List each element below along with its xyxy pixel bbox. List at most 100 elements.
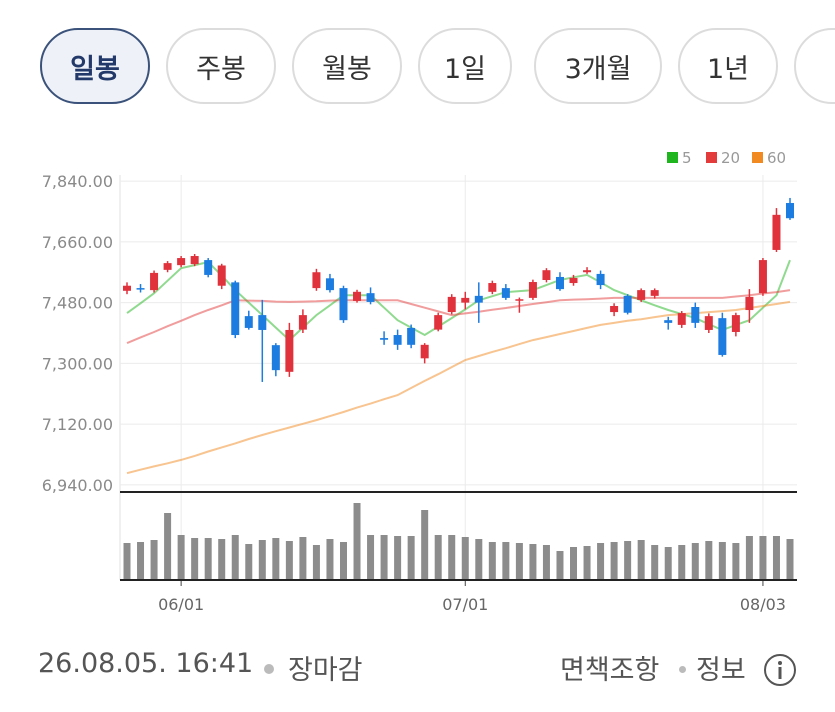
volume-bar xyxy=(745,536,753,580)
volume-bar xyxy=(515,543,523,580)
candle-body xyxy=(231,282,240,336)
volume-bar xyxy=(624,541,632,580)
chart: 6,940.00 7,120.00 7,300.00 7,480.00 7,660.00… xyxy=(42,149,797,614)
moving-average-line xyxy=(126,300,791,475)
y-tick-label: 7,840.00 xyxy=(42,172,113,191)
volume-bar xyxy=(339,542,347,580)
volume-bar xyxy=(394,536,402,580)
volume-bar xyxy=(475,539,483,580)
candle-body xyxy=(637,290,646,300)
candle-body xyxy=(244,316,253,328)
info-icon[interactable] xyxy=(762,652,798,688)
candle-body xyxy=(123,285,131,291)
candle-body xyxy=(664,320,673,323)
legend-label: 5 xyxy=(682,149,692,167)
volume-bar xyxy=(421,510,429,580)
volume-bar xyxy=(448,535,456,580)
x-tick-label: 08/03 xyxy=(740,595,786,614)
candle-body xyxy=(488,283,497,292)
volume-bar xyxy=(231,535,239,580)
period-tab[interactable]: 월봉 xyxy=(292,28,402,104)
legend-swatch xyxy=(667,152,678,163)
candle-body xyxy=(461,297,470,303)
x-tick-label: 06/01 xyxy=(158,595,204,614)
candle-body xyxy=(528,282,537,298)
volume-bar xyxy=(285,541,293,580)
candle-body xyxy=(204,260,213,275)
candle-body xyxy=(271,345,280,371)
separator-dot xyxy=(679,666,686,673)
candle-body xyxy=(745,296,754,311)
legend-label: 20 xyxy=(721,149,740,167)
candle-body xyxy=(325,278,334,291)
candle-body xyxy=(542,270,551,280)
candle-body xyxy=(691,307,700,323)
y-tick-label: 7,300.00 xyxy=(42,354,113,373)
candle-body xyxy=(623,295,632,313)
volume-bar xyxy=(759,536,767,580)
candle-body xyxy=(420,344,429,359)
volume-bar xyxy=(786,539,794,580)
volume-bar xyxy=(556,551,564,580)
candle-body xyxy=(217,265,226,286)
candle-body xyxy=(353,291,362,301)
volume-bar xyxy=(312,545,320,580)
info-link[interactable]: 정보 xyxy=(696,655,746,686)
candle-body xyxy=(434,315,443,330)
candle-body xyxy=(718,318,727,355)
candle-body xyxy=(610,305,619,313)
volume-bar xyxy=(367,535,375,580)
candle-body xyxy=(163,263,172,270)
volume-bar xyxy=(150,540,158,580)
volume-bar xyxy=(353,503,361,580)
legend-swatch xyxy=(752,152,763,163)
candle-body xyxy=(258,315,267,330)
candle-body xyxy=(407,327,416,345)
candle-body xyxy=(366,293,375,302)
volume-bar xyxy=(326,539,334,580)
candle-body xyxy=(474,295,483,303)
volume-bar xyxy=(434,535,442,580)
volume-bar xyxy=(583,546,591,580)
volume-bar xyxy=(570,547,578,580)
candle-body xyxy=(704,316,713,330)
period-tab[interactable]: 1일 xyxy=(418,28,512,104)
candle-body xyxy=(596,273,605,286)
candle-body xyxy=(555,276,564,290)
candle-body xyxy=(731,315,740,332)
volume-bar xyxy=(272,538,280,580)
volume-bar xyxy=(258,540,266,580)
candle-body xyxy=(285,329,294,372)
candle-body xyxy=(515,299,524,301)
volume-bar xyxy=(651,545,659,580)
y-tick-label: 7,480.00 xyxy=(42,294,113,313)
volume-bar xyxy=(678,545,686,580)
volume-bar xyxy=(123,543,131,580)
candle-body xyxy=(136,288,145,290)
volume-bar xyxy=(502,542,510,580)
y-tick-label: 7,120.00 xyxy=(42,415,113,434)
volume-bar xyxy=(299,537,307,580)
candle-body xyxy=(501,288,510,298)
period-tab[interactable]: 일봉 xyxy=(40,28,150,104)
market-status: 장마감 xyxy=(288,655,363,686)
candle-body xyxy=(393,335,402,345)
legend-label: 60 xyxy=(767,149,786,167)
separator-dot xyxy=(264,664,274,674)
candle-body xyxy=(758,260,767,294)
y-tick-label: 7,660.00 xyxy=(42,233,113,252)
period-tab[interactable]: 주봉 xyxy=(166,28,276,104)
candle-body xyxy=(569,277,578,284)
candle-body xyxy=(177,258,186,266)
period-tab[interactable]: 3개월 xyxy=(534,28,662,104)
moving-average-line xyxy=(126,259,791,342)
candle-body xyxy=(583,270,592,273)
candle-body xyxy=(190,256,199,265)
period-tab[interactable]: 1년 xyxy=(678,28,778,104)
disclaimer-link[interactable]: 면책조항 xyxy=(560,655,660,686)
candle-body xyxy=(447,296,456,313)
timestamp: 26.08.05. 16:41 xyxy=(38,648,254,679)
volume-bar xyxy=(772,536,780,580)
candle-body xyxy=(772,214,781,250)
